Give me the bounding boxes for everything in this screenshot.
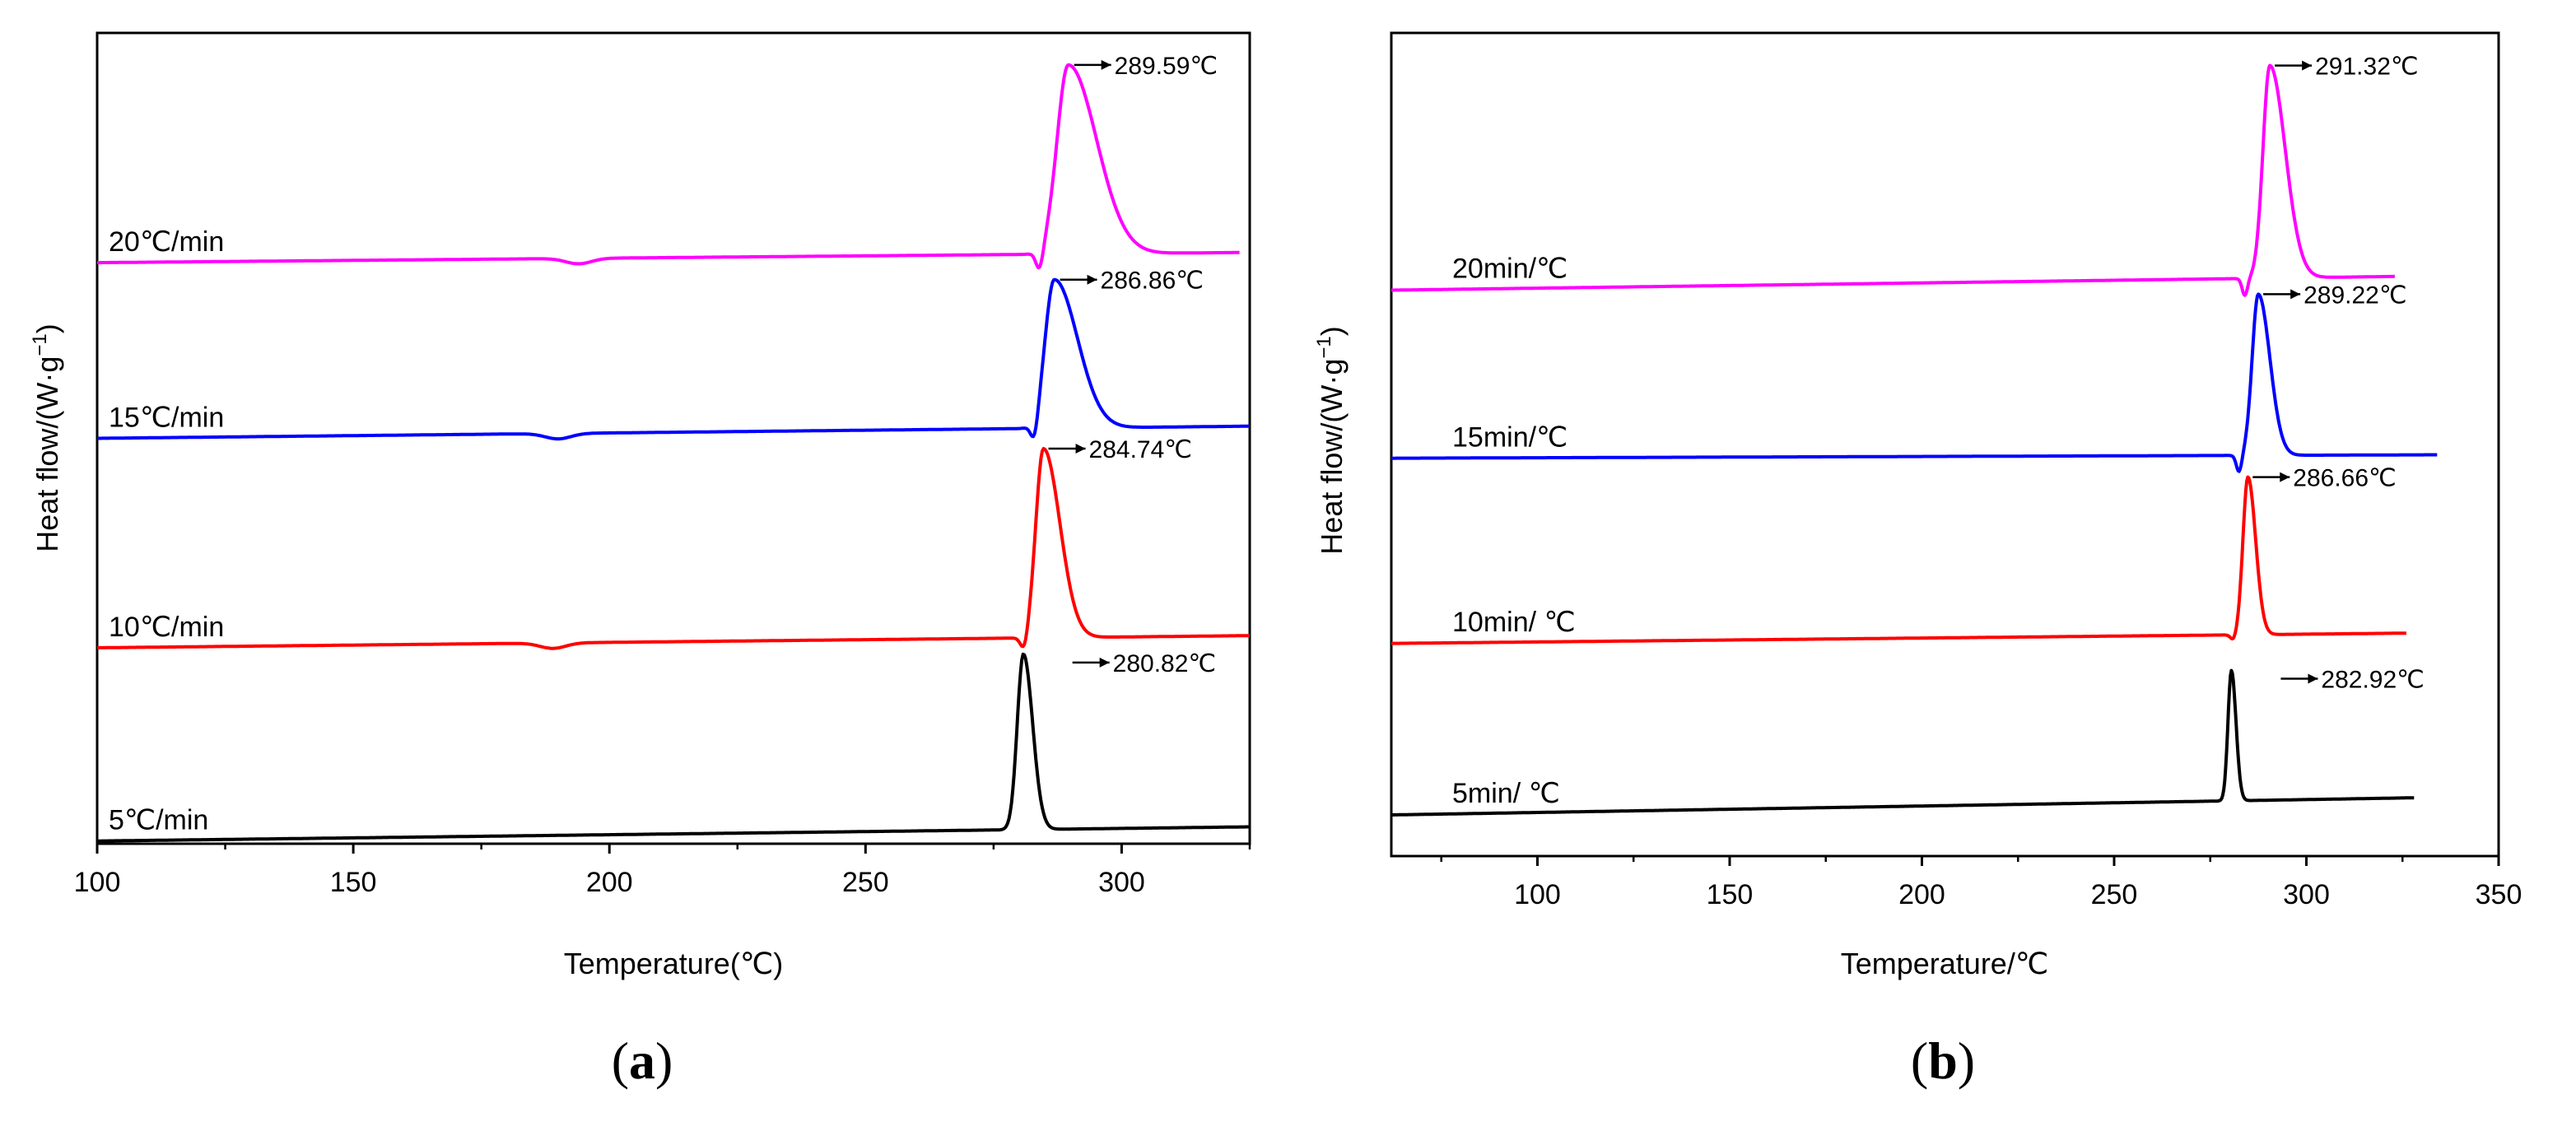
panel-a-frame bbox=[95, 31, 1251, 845]
panel-a-series-line bbox=[96, 277, 1251, 441]
panel-a-xtick-label: 200 bbox=[586, 867, 633, 898]
panel-a-peak-arrowhead bbox=[1099, 657, 1110, 668]
panel-a-labels: 5℃/min 280.82℃ 10℃/min 284.74℃ 15℃/min 286.86… bbox=[109, 53, 1218, 836]
panel-b-xtick-label: 150 bbox=[1707, 879, 1754, 910]
panel-b-xtick-label: 100 bbox=[1514, 879, 1561, 910]
panel-b-ylabel-main: Heat flow/(W·g bbox=[1315, 359, 1349, 555]
panel-a-series-label: 15℃/min bbox=[109, 403, 224, 434]
panel-b-peak-arrowhead bbox=[2280, 472, 2290, 482]
panel-a-ylabel-close: ) bbox=[30, 323, 64, 333]
panel-a-xtick-label: 150 bbox=[330, 867, 377, 898]
panel-a-series-label: 10℃/min bbox=[109, 612, 224, 643]
panel-b-peak-arrowhead bbox=[2308, 673, 2318, 684]
panel-b-peak-label: 286.66℃ bbox=[2293, 465, 2396, 492]
panel-b-ylabel-sup: −1 bbox=[1313, 336, 1335, 358]
panel-a-xlabel: Temperature(℃) bbox=[564, 947, 784, 980]
panel-b-series-label: 10min/ ℃ bbox=[1452, 607, 1576, 638]
panel-b-series-label: 5min/ ℃ bbox=[1452, 778, 1560, 809]
panel-a-series bbox=[96, 63, 1251, 843]
panel-a-series-label: 20℃/min bbox=[109, 226, 224, 258]
panel-b-peak-label: 282.92℃ bbox=[2321, 667, 2424, 694]
panel-b-peak-arrowhead bbox=[2302, 60, 2313, 71]
panel-b-xtick-label: 250 bbox=[2091, 879, 2138, 910]
panel-a-series-line bbox=[96, 63, 1240, 270]
panel-b-series-label: 15min/℃ bbox=[1452, 421, 1567, 453]
panel-a-series-line bbox=[96, 652, 1251, 843]
panel-b-ylabel-close: ) bbox=[1315, 326, 1349, 336]
panel-b-frame bbox=[1390, 31, 2500, 858]
panel-a-peak-arrowhead bbox=[1101, 59, 1111, 70]
caption-b: (b) bbox=[1911, 1031, 1975, 1090]
panel-a-series-line bbox=[96, 447, 1251, 650]
panel-b-series-line bbox=[1390, 475, 2407, 645]
panel-b-series-label: 20min/℃ bbox=[1452, 254, 1567, 285]
panel-b-xtick-label: 300 bbox=[2283, 879, 2330, 910]
caption-a-letter: a bbox=[629, 1031, 655, 1090]
panel-a-xtick-label: 250 bbox=[842, 867, 889, 898]
panel-b-peak-arrowhead bbox=[2290, 289, 2301, 300]
caption-a: (a) bbox=[612, 1031, 673, 1090]
panel-b-xlabel: Temperature/℃ bbox=[1841, 947, 2049, 980]
panel-b-series-line bbox=[1390, 292, 2439, 473]
panel-a-ylabel-main: Heat flow/(W·g bbox=[30, 356, 64, 552]
panel-b-ticks: 100 150 200 250 300 350 bbox=[1440, 856, 2522, 910]
panel-a-ylabel: Heat flow/(W·g−1) bbox=[29, 323, 64, 552]
panel-b-peak-label: 291.32℃ bbox=[2315, 54, 2418, 81]
panel-a-xtick-label: 100 bbox=[74, 867, 121, 898]
caption-b-letter: b bbox=[1928, 1031, 1958, 1090]
panel-a-ylabel-sup: −1 bbox=[29, 333, 51, 356]
panel-b-ylabel: Heat flow/(W·g−1) bbox=[1313, 326, 1349, 554]
panel-b-series-line bbox=[1390, 668, 2415, 817]
panel-a-peak-label: 286.86℃ bbox=[1101, 268, 1204, 295]
panel-a-series-label: 5℃/min bbox=[109, 805, 208, 836]
panel-b-series-line bbox=[1390, 63, 2396, 297]
panel-b-series bbox=[1390, 63, 2439, 817]
panel-a-xtick-label: 300 bbox=[1098, 867, 1145, 898]
panel-b-xtick-label: 200 bbox=[1898, 879, 1945, 910]
panel-a-peak-label: 289.59℃ bbox=[1115, 53, 1218, 80]
panel-a-peak-label: 284.74℃ bbox=[1089, 436, 1192, 463]
panel-b-xtick-label: 350 bbox=[2476, 879, 2522, 910]
panel-b-peak-label: 289.22℃ bbox=[2303, 282, 2406, 309]
panel-b-labels: 5min/ ℃ 282.92℃ 10min/ ℃ 286.66℃ 15min/℃ 289.… bbox=[1452, 54, 2425, 809]
panel-a-peak-arrowhead bbox=[1087, 274, 1097, 285]
panel-a-peak-label: 280.82℃ bbox=[1113, 650, 1216, 677]
panel-a: 100 150 200 250 300 5℃/min 280.82℃ 10℃/min 284.… bbox=[29, 31, 1251, 1090]
panel-a-ticks: 100 150 200 250 300 bbox=[74, 844, 1251, 898]
panel-a-peak-arrowhead bbox=[1075, 443, 1086, 454]
panel-b: 100 150 200 250 300 350 5min/ ℃ 282.92℃ 10min/ … bbox=[1313, 31, 2522, 1090]
